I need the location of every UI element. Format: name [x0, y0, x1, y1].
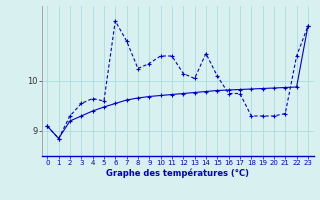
X-axis label: Graphe des températures (°C): Graphe des températures (°C) [106, 169, 249, 178]
